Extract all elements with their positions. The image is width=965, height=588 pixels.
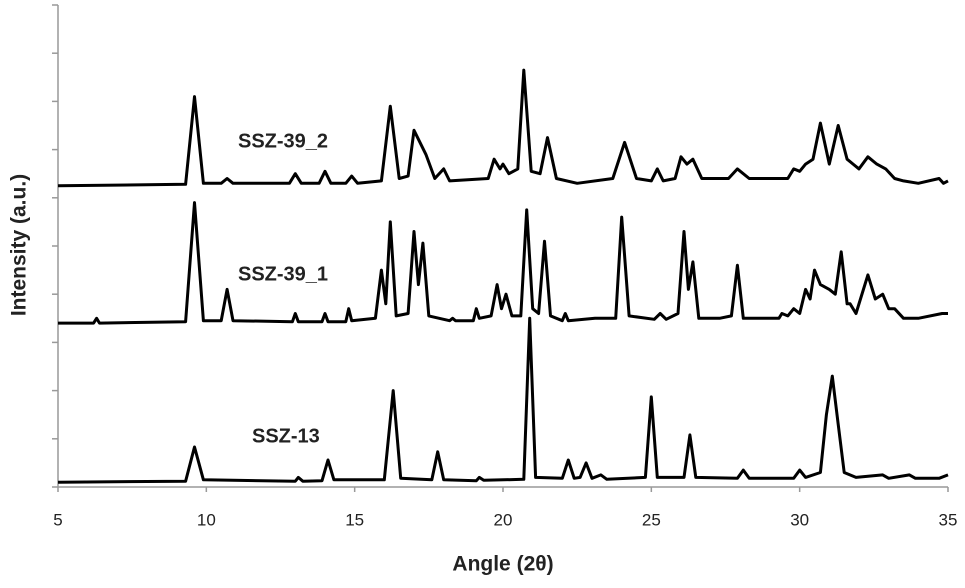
x-tick-label: 35 — [939, 510, 958, 529]
series-label: SSZ-39_2 — [238, 130, 328, 152]
x-tick-label: 15 — [345, 510, 364, 529]
series-label: SSZ-13 — [252, 425, 320, 447]
series-line — [58, 201, 948, 325]
x-tick-label: 5 — [53, 510, 62, 529]
x-tick-label: 10 — [197, 510, 216, 529]
x-tick-label: 25 — [642, 510, 661, 529]
series-label: SSZ-39_1 — [238, 263, 328, 285]
series-line — [57, 316, 949, 484]
series-line — [57, 68, 949, 188]
x-tick-label: 20 — [494, 510, 513, 529]
x-axis-title: Angle (2θ) — [452, 553, 553, 576]
y-axis-title: Intensity (a.u.) — [8, 174, 31, 316]
x-tick-label: 30 — [790, 510, 809, 529]
